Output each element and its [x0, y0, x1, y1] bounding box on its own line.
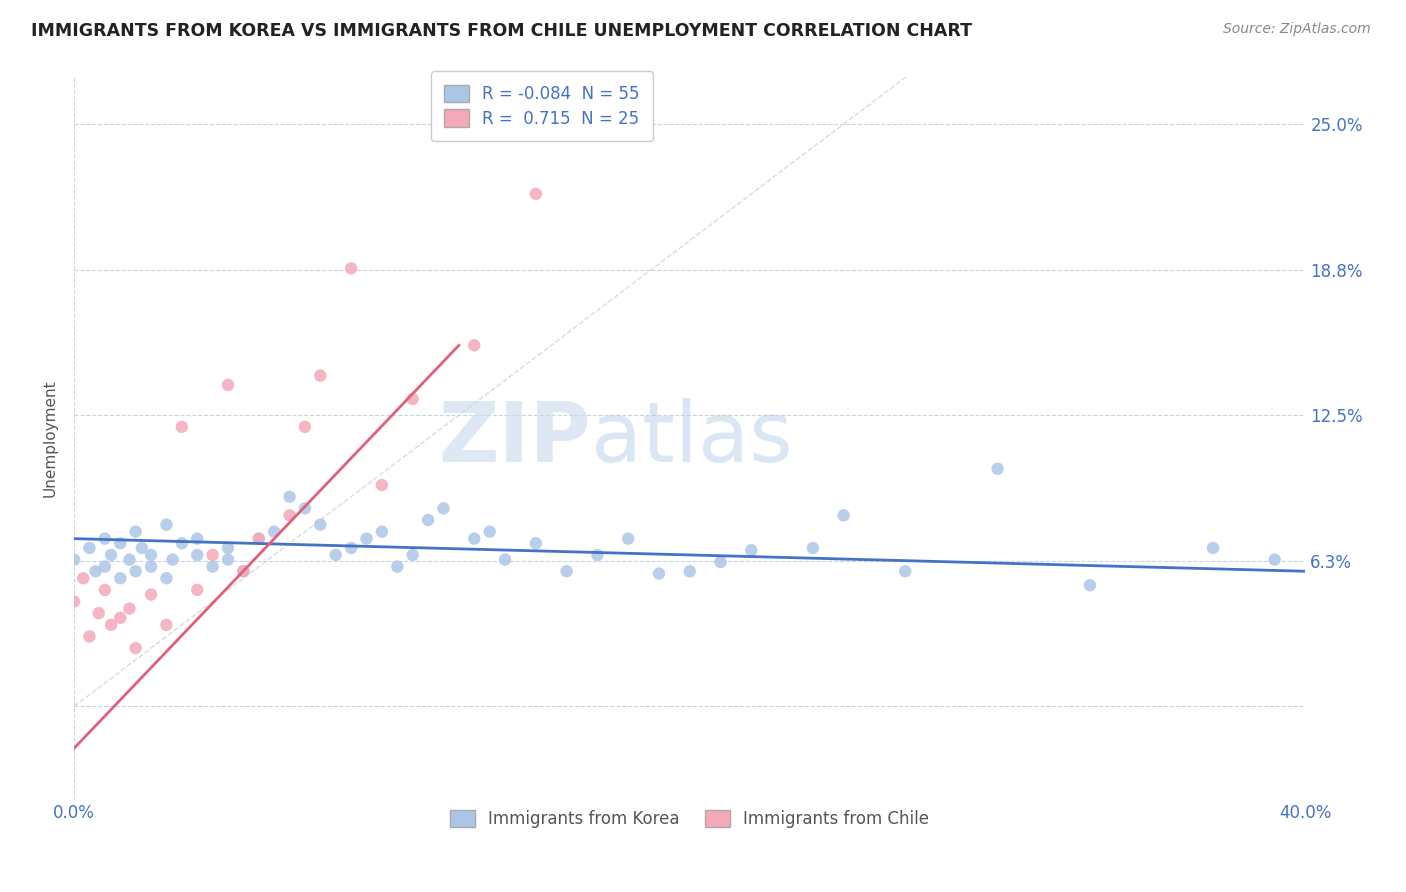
Point	[1264, 552, 1286, 566]
Text: IMMIGRANTS FROM KOREA VS IMMIGRANTS FROM CHILE UNEMPLOYMENT CORRELATION CHART: IMMIGRANTS FROM KOREA VS IMMIGRANTS FROM…	[31, 22, 972, 40]
Point	[217, 378, 239, 392]
Point	[170, 536, 193, 550]
Point	[1202, 541, 1225, 555]
Point	[801, 541, 824, 555]
Point	[201, 559, 224, 574]
Text: Source: ZipAtlas.com: Source: ZipAtlas.com	[1223, 22, 1371, 37]
Point	[463, 338, 485, 352]
Point	[217, 552, 239, 566]
Point	[432, 501, 454, 516]
Point	[586, 548, 609, 562]
Point	[232, 564, 254, 578]
Point	[79, 630, 101, 644]
Point	[524, 186, 547, 201]
Point	[110, 571, 132, 585]
Point	[94, 532, 117, 546]
Point	[494, 552, 516, 566]
Point	[155, 571, 177, 585]
Point	[832, 508, 855, 523]
Point	[100, 617, 122, 632]
Point	[402, 548, 425, 562]
Point	[217, 541, 239, 555]
Point	[648, 566, 671, 581]
Point	[325, 548, 347, 562]
Text: ZIP: ZIP	[439, 398, 592, 479]
Point	[294, 420, 316, 434]
Point	[87, 606, 110, 620]
Point	[110, 611, 132, 625]
Point	[63, 552, 86, 566]
Point	[155, 617, 177, 632]
Point	[524, 536, 547, 550]
Point	[309, 368, 332, 383]
Point	[247, 532, 270, 546]
Point	[94, 582, 117, 597]
Point	[987, 462, 1010, 476]
Point	[232, 564, 254, 578]
Point	[463, 532, 485, 546]
Point	[124, 641, 146, 656]
Text: atlas: atlas	[592, 398, 793, 479]
Legend: Immigrants from Korea, Immigrants from Chile: Immigrants from Korea, Immigrants from C…	[443, 803, 936, 835]
Point	[278, 508, 301, 523]
Point	[278, 490, 301, 504]
Point	[617, 532, 640, 546]
Point	[387, 559, 409, 574]
Point	[371, 478, 394, 492]
Point	[124, 524, 146, 539]
Point	[416, 513, 439, 527]
Point	[124, 564, 146, 578]
Point	[186, 548, 208, 562]
Point	[139, 548, 162, 562]
Point	[340, 261, 363, 276]
Point	[63, 594, 86, 608]
Point	[709, 555, 731, 569]
Point	[309, 517, 332, 532]
Y-axis label: Unemployment: Unemployment	[44, 380, 58, 498]
Point	[356, 532, 378, 546]
Point	[79, 541, 101, 555]
Point	[118, 552, 141, 566]
Point	[94, 559, 117, 574]
Point	[186, 582, 208, 597]
Point	[110, 536, 132, 550]
Point	[201, 548, 224, 562]
Point	[118, 601, 141, 615]
Point	[100, 548, 122, 562]
Point	[72, 571, 94, 585]
Point	[155, 517, 177, 532]
Point	[247, 532, 270, 546]
Point	[139, 588, 162, 602]
Point	[294, 501, 316, 516]
Point	[131, 541, 153, 555]
Point	[1078, 578, 1101, 592]
Point	[139, 559, 162, 574]
Point	[340, 541, 363, 555]
Point	[263, 524, 285, 539]
Point	[170, 420, 193, 434]
Point	[402, 392, 425, 406]
Point	[740, 543, 762, 558]
Point	[186, 532, 208, 546]
Point	[478, 524, 501, 539]
Point	[555, 564, 578, 578]
Point	[679, 564, 702, 578]
Point	[371, 524, 394, 539]
Point	[162, 552, 184, 566]
Point	[84, 564, 107, 578]
Point	[894, 564, 917, 578]
